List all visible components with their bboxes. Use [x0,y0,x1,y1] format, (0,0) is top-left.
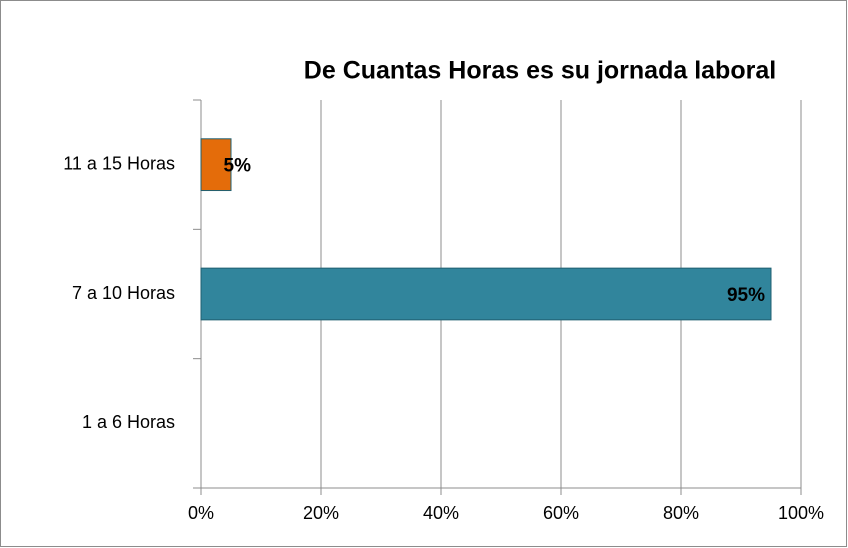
bar [200,138,232,192]
x-tick-label: 100% [778,503,824,523]
y-tick-label: 11 a 15 Horas [63,153,175,173]
value-label: 95% [727,285,765,306]
x-tick-label: 40% [423,503,459,523]
y-tick-label: 7 a 10 Horas [72,283,175,303]
x-tick-label: 0% [188,503,214,523]
x-tick-label: 20% [303,503,339,523]
x-tick-label: 80% [663,503,699,523]
x-tick-label: 60% [543,503,579,523]
chart-title: De Cuantas Horas es su jornada laboral [304,57,776,85]
bar [200,267,772,321]
value-label: 5% [224,156,252,177]
y-tick-label: 1 a 6 Horas [82,412,175,432]
